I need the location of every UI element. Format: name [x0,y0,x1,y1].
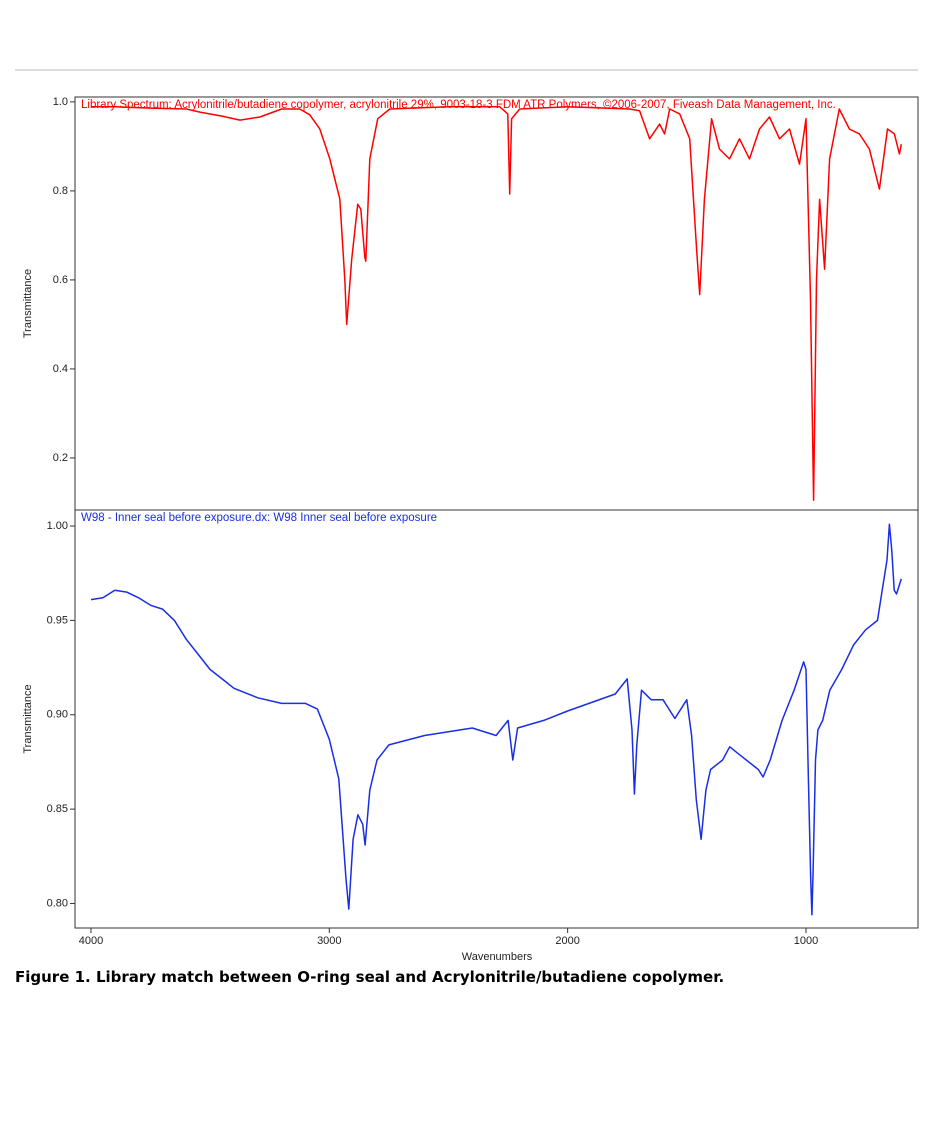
x-tick-label: 1000 [794,935,818,947]
x-tick-label: 2000 [555,935,579,947]
x-tick-label: 4000 [79,935,103,947]
plot-frame [74,96,919,511]
figure-caption: Figure 1. Library match between O-ring s… [15,968,725,986]
x-axis-label: Wavenumbers [462,951,533,960]
y-tick-label: 1.00 [47,520,68,532]
y-tick-label: 0.95 [47,614,68,626]
x-tick-label: 3000 [317,935,341,947]
panel-title: Library Spectrum: Acrylonitrile/butadien… [81,99,836,111]
y-tick-label: 1.0 [53,96,68,108]
y-tick-label: 0.6 [53,274,68,286]
y-axis-label: Transmittance [22,269,34,338]
y-tick-label: 0.8 [53,185,68,197]
spectrum-line [91,106,903,501]
figure: 1.0 0.8 0.6 0.4 0.2 Transmittance Library Spec… [15,69,919,960]
y-tick-label: 0.85 [47,803,68,815]
y-tick-label: 0.80 [47,897,68,909]
y-tick-label: 0.90 [47,709,68,721]
y-tick-label: 0.4 [53,363,68,375]
y-tick-label: 0.2 [53,452,68,464]
plot-frame [74,509,919,929]
panel-title: W98 - Inner seal before exposure.dx: W98… [81,512,437,524]
spectrum-line [90,523,903,916]
y-axis-label: Transmittance [22,684,34,753]
